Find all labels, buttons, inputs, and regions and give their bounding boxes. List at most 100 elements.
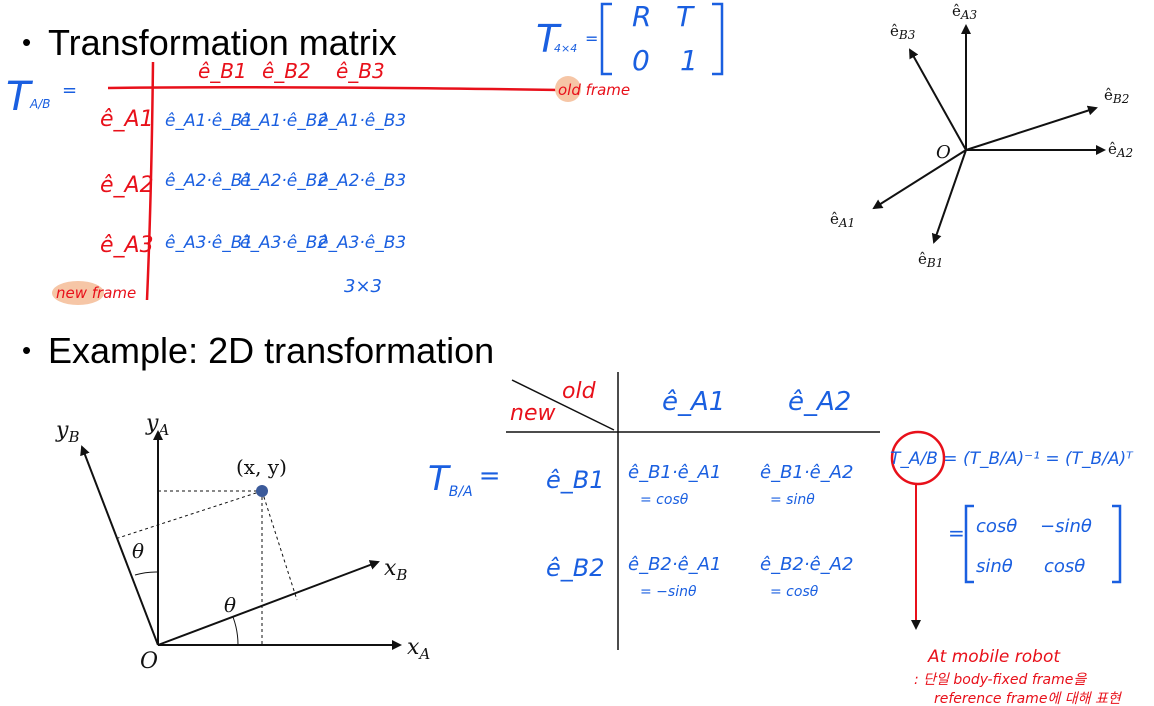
- t4x4-left-bracket: [600, 2, 612, 76]
- cell-a2-b2: ê_A2·ê_B2: [240, 171, 328, 191]
- table2-diagonal: [511, 379, 615, 431]
- bottom-matrix-notes: old new ê_A1 ê_A2 TB/A= ê_B1 ê_B2 ê_B1·ê…: [428, 372, 880, 650]
- note-line-1: At mobile robot: [927, 647, 1061, 667]
- theta-label-y: θ: [132, 539, 144, 563]
- theta-arc-y: [134, 571, 159, 576]
- axis-yb: [80, 445, 159, 646]
- cell-b2-a2: ê_B2·ê_A2: [760, 554, 853, 575]
- col-header-b1: ê_B1: [198, 59, 247, 83]
- value-b1-a2: = sinθ: [770, 492, 815, 508]
- value-b2-a1: = −sinθ: [640, 584, 697, 600]
- axis-xb: [157, 560, 380, 646]
- cell-a1-b3: ê_A1·ê_B3: [318, 111, 406, 131]
- t-ab-circle: [890, 430, 946, 486]
- label-eb3: êB3: [890, 22, 916, 42]
- table2-col-a2: ê_A2: [788, 387, 851, 417]
- point-label: (x, y): [236, 455, 287, 479]
- t4x4-subscript: 4×4: [554, 42, 577, 55]
- cell-a1-b2: ê_A1·ê_B2: [240, 111, 328, 131]
- label-xb: xB: [384, 556, 407, 584]
- cell-b1-a2: ê_B1·ê_A2: [760, 462, 853, 483]
- table2-row-b1: ê_B1: [546, 466, 605, 494]
- t4x4-right-bracket: [712, 2, 724, 76]
- note-line-2: : 단일 body-fixed frame을: [914, 672, 1087, 688]
- cell-b2-a1: ê_B2·ê_A1: [628, 554, 721, 575]
- table2-col-a1: ê_A1: [662, 387, 725, 417]
- table2-old-label: old: [562, 379, 597, 404]
- inverse-notes: T_A/B = (T_B/A)⁻¹ = (T_B/A)ᵀ = cosθ −sin…: [890, 430, 1134, 706]
- t-ab-equals: =: [62, 80, 77, 101]
- new-frame-highlight: [52, 281, 104, 305]
- new-frame-label: new frame: [56, 284, 136, 302]
- label-yb: yB: [55, 418, 79, 446]
- cell-a2-b1: ê_A2·ê_B1: [165, 171, 253, 191]
- cell-a2-b3: ê_A2·ê_B3: [318, 171, 406, 191]
- cell-a3-b1: ê_A3·ê_B1: [165, 233, 253, 253]
- inverse-relation: T_A/B = (T_B/A)⁻¹ = (T_B/A)ᵀ: [890, 449, 1134, 469]
- t4x4-equals: =: [585, 29, 598, 48]
- rot-m21: sinθ: [976, 556, 1013, 577]
- point-xy: [256, 485, 268, 497]
- proj-xb: [261, 490, 298, 601]
- row-header-a3: ê_A3: [100, 233, 154, 258]
- col-header-b3: ê_B3: [336, 59, 385, 83]
- bullet-text: Example: 2D transformation: [48, 330, 495, 371]
- block-one: 1: [680, 44, 698, 77]
- row-header-a2: ê_A2: [100, 173, 154, 198]
- bullet-dot: •: [22, 26, 32, 57]
- label-ea2: êA2: [1108, 140, 1133, 160]
- label-ea1: êA1: [830, 210, 855, 230]
- table2-new-label: new: [510, 401, 556, 426]
- label-eb1: êB1: [918, 250, 943, 270]
- theta-label-x: θ: [224, 593, 236, 617]
- rot-matrix-right-bracket: [1112, 504, 1122, 584]
- axis-a1: [872, 149, 967, 210]
- axis-b2: [965, 105, 1098, 151]
- frames-diagram: O êA3 êB3 êB2 êA2 êA1 êB1: [830, 2, 1133, 270]
- block-zero: 0: [632, 44, 650, 77]
- homogeneous-matrix-notes: T 4×4 = R T 0 1: [536, 0, 724, 77]
- rot-m22: cosθ: [1044, 556, 1085, 577]
- rot-m12: −sinθ: [1040, 516, 1092, 537]
- proj-yb: [117, 490, 263, 539]
- table-header-line: [107, 85, 561, 92]
- axis-b3: [909, 48, 967, 151]
- rotation-diagram: (x, y) θ θ O xA xB yA yB: [55, 411, 430, 674]
- bullet-dot: •: [22, 334, 32, 365]
- frames-origin-label: O: [936, 142, 951, 163]
- axis-b1: [931, 149, 967, 244]
- value-b2-a2: = cosθ: [770, 584, 819, 600]
- cell-b1-a1: ê_B1·ê_A1: [628, 462, 721, 483]
- old-frame-label: old frame: [558, 81, 630, 99]
- rotation-origin-label: O: [140, 649, 158, 674]
- top-matrix-notes: T A/B = old frame ê_B1 ê_B2 ê_B3 ê_A1 ê_…: [6, 59, 630, 305]
- row-header-a1: ê_A1: [100, 107, 154, 132]
- note-line-3: reference frame에 대해 표현: [934, 691, 1122, 706]
- t-ab-label: T: [6, 74, 34, 120]
- rot-m11: cosθ: [976, 516, 1017, 537]
- theta-arc-x: [232, 616, 239, 646]
- cell-a1-b1: ê_A1·ê_B1: [165, 111, 253, 131]
- bullet-transformation-matrix: • Transformation matrix: [22, 22, 397, 64]
- matrix-equals: =: [948, 521, 965, 545]
- table2-row-b2: ê_B2: [546, 554, 605, 582]
- bullet-example: • Example: 2D transformation: [22, 330, 494, 372]
- rot-matrix-left-bracket: [964, 504, 974, 584]
- t4x4-label: T: [536, 17, 562, 61]
- t-ba-label: TB/A=: [428, 459, 500, 500]
- block-r: R: [632, 0, 651, 33]
- bullet-text: Transformation matrix: [48, 22, 397, 63]
- value-b1-a1: = cosθ: [640, 492, 689, 508]
- table-divider-line: [145, 61, 155, 301]
- old-frame-highlight: [555, 76, 581, 102]
- label-xa: xA: [407, 635, 430, 663]
- block-t: T: [676, 0, 695, 33]
- label-ya: yA: [145, 411, 169, 439]
- matrix-size-label: 3×3: [344, 276, 382, 297]
- cell-a3-b3: ê_A3·ê_B3: [318, 233, 406, 253]
- cell-a3-b2: ê_A3·ê_B2: [240, 233, 328, 253]
- t-ab-subscript: A/B: [29, 97, 50, 111]
- col-header-b2: ê_B2: [262, 59, 311, 83]
- label-ea3: êA3: [952, 2, 978, 22]
